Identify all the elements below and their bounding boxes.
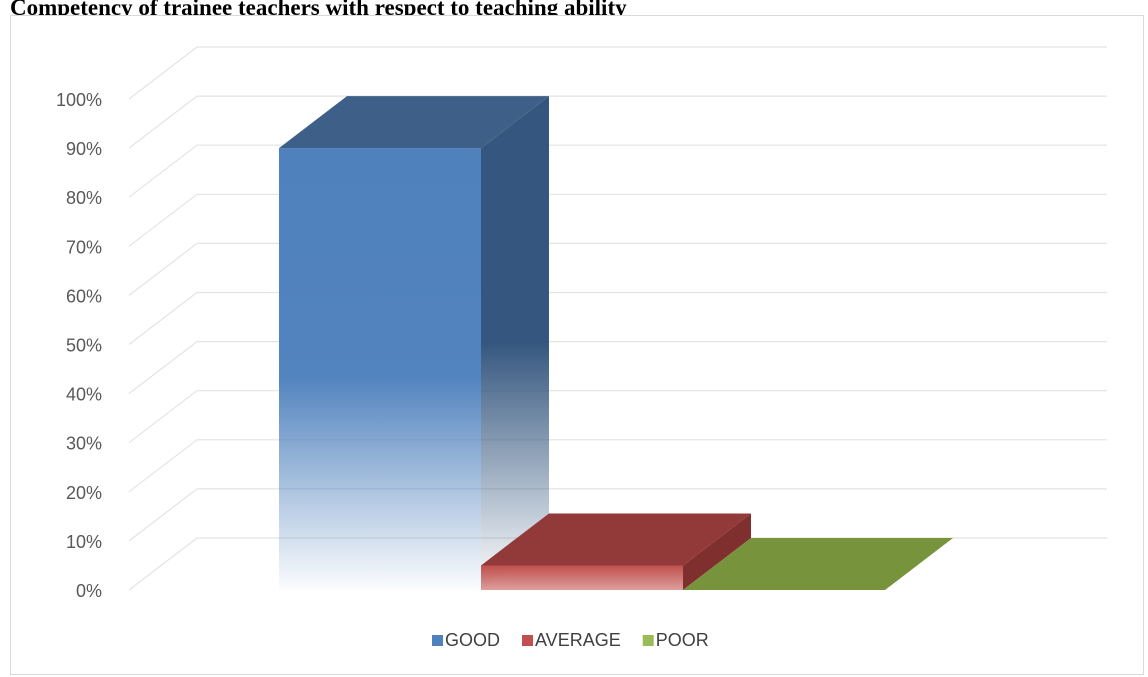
legend-label: GOOD	[445, 630, 500, 650]
legend-swatch	[522, 635, 534, 646]
gridline	[128, 291, 1107, 345]
gridline	[128, 193, 1107, 247]
legend-item-good: GOOD	[432, 630, 500, 650]
y-tick-label: 10%	[66, 532, 102, 552]
bar-side	[683, 513, 751, 590]
y-tick-label: 90%	[66, 139, 102, 159]
gridline	[128, 144, 1107, 198]
y-tick-label: 60%	[66, 286, 102, 306]
bar-good	[279, 96, 549, 590]
gridline	[128, 341, 1107, 395]
bar-front	[279, 148, 481, 590]
legend-swatch	[642, 635, 654, 646]
legend-item-poor: POOR	[642, 630, 709, 650]
legend-item-average: AVERAGE	[522, 630, 621, 650]
chart-plot: 0% 10% 20% 30% 40% 50% 60% 70% 80% 90% 100% GOOD AV…	[56, 46, 1107, 650]
y-tick-label: 30%	[66, 434, 102, 454]
y-tick-label: 70%	[66, 237, 102, 257]
legend-label: POOR	[656, 630, 709, 650]
y-tick-label: 50%	[66, 336, 102, 356]
gridline	[128, 242, 1107, 296]
gridline	[128, 439, 1107, 493]
y-tick-label: 80%	[66, 188, 102, 208]
legend: GOOD AVERAGE POOR	[432, 630, 709, 650]
legend-swatch	[432, 635, 443, 646]
chart-title: Competency of trainee teachers with resp…	[10, 0, 627, 20]
legend-label: AVERAGE	[535, 630, 621, 650]
y-tick-label: 0%	[76, 581, 102, 601]
y-tick-label: 40%	[66, 385, 102, 405]
bar-side	[481, 96, 549, 590]
gridline	[128, 488, 1107, 542]
y-axis-tick-labels: 0% 10% 20% 30% 40% 50% 60% 70% 80% 90% 100%	[56, 90, 102, 601]
chart-area: 0% 10% 20% 30% 40% 50% 60% 70% 80% 90% 100% GOOD AV…	[10, 15, 1144, 675]
y-tick-label: 20%	[66, 483, 102, 503]
bar-poor	[683, 538, 953, 590]
bars	[279, 96, 953, 590]
y-tick-label: 100%	[56, 90, 102, 110]
gridline	[128, 46, 1107, 100]
bar-front	[481, 565, 683, 590]
gridline	[128, 95, 1107, 149]
bar-top	[481, 513, 751, 566]
bar-top	[279, 96, 549, 149]
gridlines	[128, 46, 1107, 591]
gridline	[128, 390, 1107, 444]
bar-top	[683, 538, 953, 590]
bar-average	[481, 513, 751, 590]
